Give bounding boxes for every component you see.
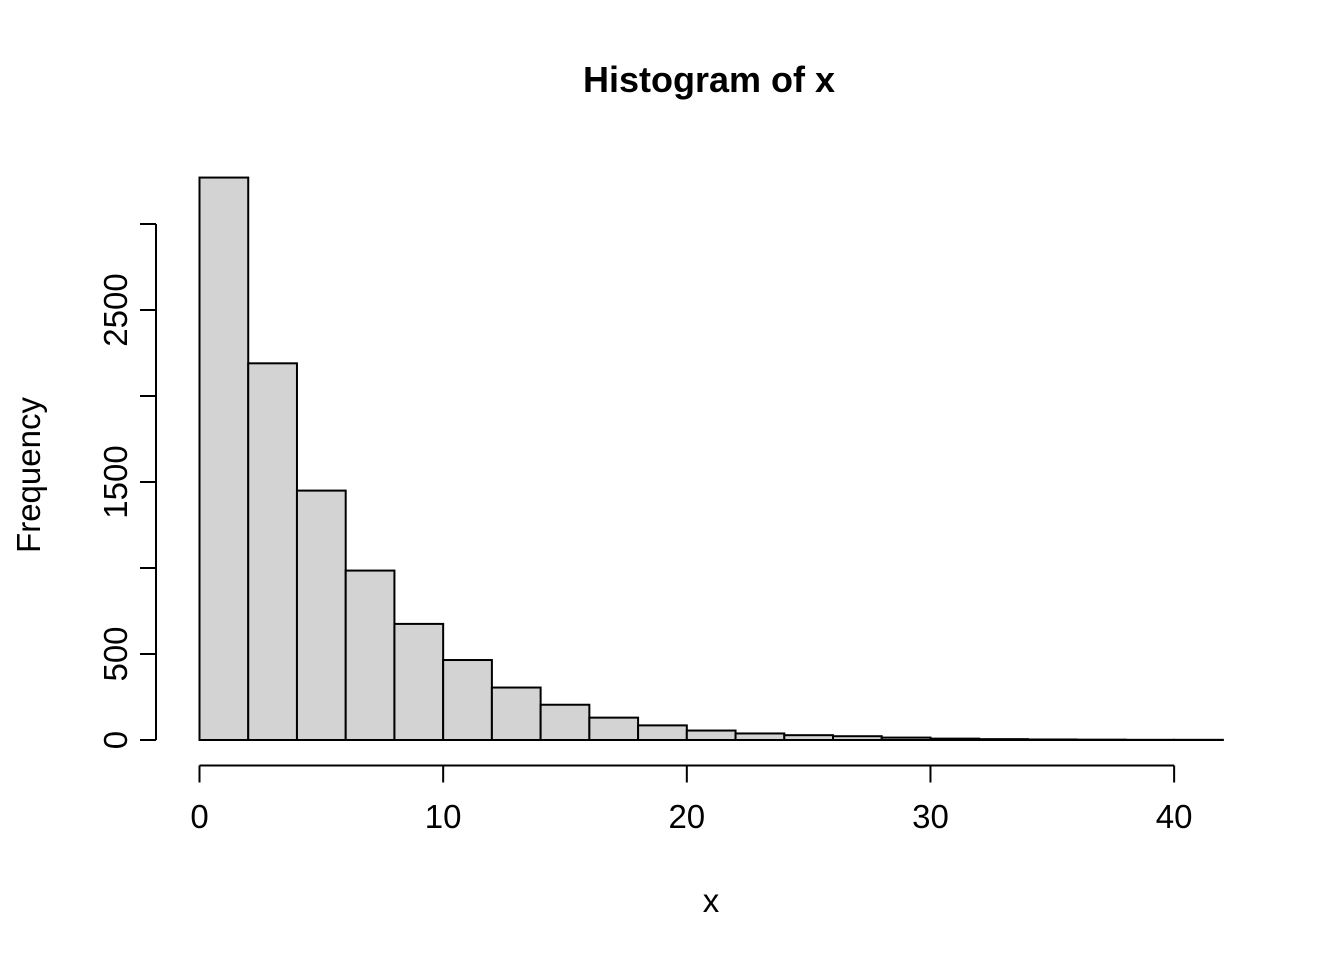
y-tick-label-2500: 2500 [97, 273, 134, 346]
histogram-bar-30-32 [929, 737, 981, 742]
y-axis-title: Frequency [10, 397, 47, 553]
bars-layer [198, 176, 1224, 742]
histogram-bar-24-26 [783, 734, 835, 742]
y-tick-label-500: 500 [97, 626, 134, 681]
histogram-bar-2-4 [247, 362, 298, 741]
chart-title: Histogram of x [583, 59, 835, 100]
histogram-bar-8-10 [393, 622, 445, 742]
histogram-bar-16-18 [588, 716, 640, 742]
histogram-bar-20-22 [685, 729, 737, 741]
histogram-bar-28-30 [880, 736, 932, 741]
x-tick-label-30: 30 [912, 798, 949, 835]
histogram-bar-10-12 [442, 659, 493, 742]
x-tick-label-40: 40 [1156, 798, 1193, 835]
histogram-bar-4-6 [295, 489, 347, 741]
axes-layer: 0 500 1500 2500 0 10 20 30 40 [97, 223, 1193, 835]
histogram-bar-0-2 [198, 176, 250, 741]
histogram-bar-22-24 [734, 732, 786, 741]
histogram-bar-34-36 [1026, 738, 1078, 742]
x-axis-title: x [703, 882, 720, 919]
x-tick-label-0: 0 [190, 798, 208, 835]
histogram-bar-26-28 [832, 735, 883, 742]
histogram-bar-14-16 [539, 703, 591, 741]
histogram-bar-6-8 [344, 569, 396, 742]
y-tick-label-1500: 1500 [97, 445, 134, 518]
x-tick-label-20: 20 [668, 798, 705, 835]
x-tick-label-10: 10 [425, 798, 462, 835]
histogram-bar-32-34 [978, 738, 1029, 742]
y-tick-label-0: 0 [97, 731, 134, 749]
histogram-bar-12-14 [490, 686, 542, 741]
histogram-bar-18-20 [637, 724, 688, 742]
